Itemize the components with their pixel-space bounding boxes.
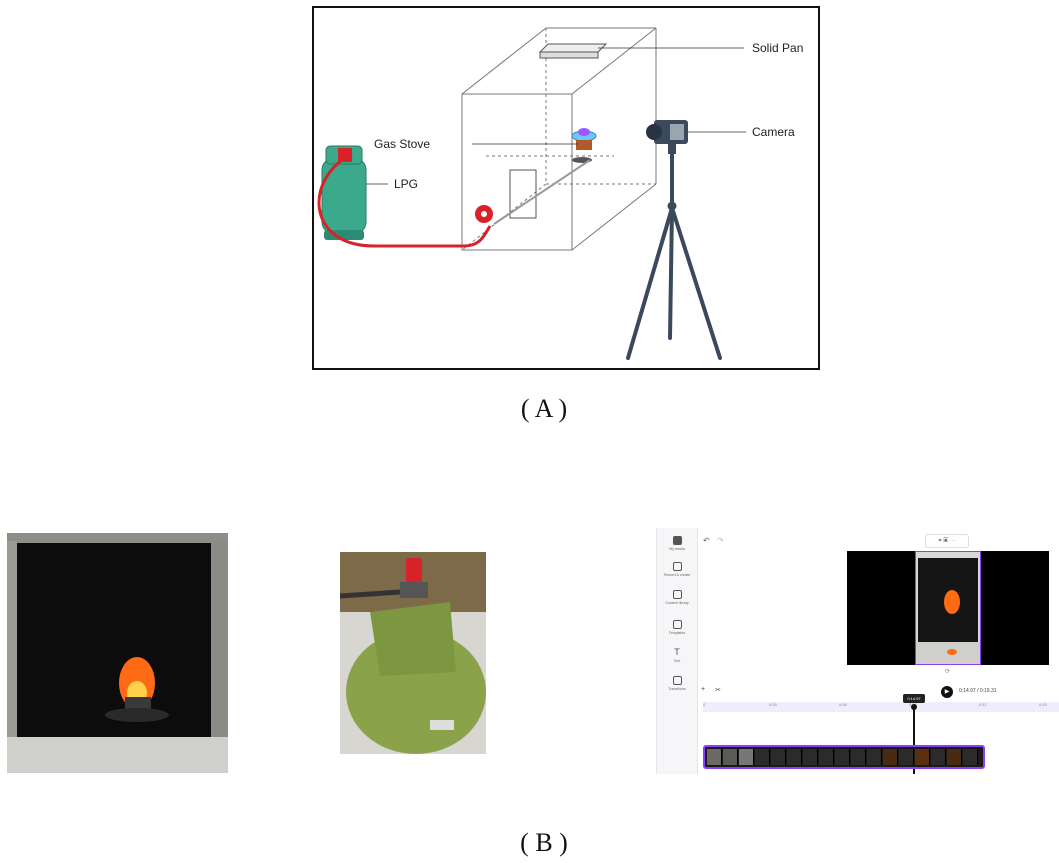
folder-icon <box>672 536 682 545</box>
sidebar-item-record[interactable]: Record & create <box>657 562 697 577</box>
enclosure-flame-image <box>7 533 228 773</box>
preview-toolbar[interactable]: ⌗ ▣ ⋯ <box>925 534 969 548</box>
preview-video-frame[interactable] <box>915 551 981 665</box>
playhead-time: 0:14.97 <box>903 694 925 703</box>
playhead-handle[interactable] <box>911 704 917 710</box>
preview-flame-image <box>916 558 980 664</box>
setup-illustration: Solid Pan Gas Stove Camera <box>317 27 803 360</box>
enclosure-photo <box>7 533 228 773</box>
timeline-ruler[interactable]: 0 0:03 0:06 0:09 0:12 0:15 <box>703 702 1059 712</box>
regulator-valve-icon <box>475 205 493 223</box>
sidebar-item-templates[interactable]: Templates <box>657 620 697 635</box>
text-icon: T <box>674 647 680 657</box>
gas-stove <box>493 128 597 225</box>
split-icon[interactable]: ✂ <box>715 687 721 694</box>
label-lpg: LPG <box>394 177 418 191</box>
redo-icon[interactable]: ↷ <box>717 536 724 545</box>
camera <box>646 120 688 154</box>
solid-pan <box>538 43 744 59</box>
sidebar-item-text[interactable]: T Text <box>673 647 681 664</box>
editor-sidebar: My media Record & create Content library… <box>657 528 698 774</box>
experimental-setup-diagram: Solid Pan Gas Stove Camera <box>312 6 820 370</box>
video-editor-screenshot: My media Record & create Content library… <box>656 528 1059 774</box>
caption-a: ( A ) <box>520 394 568 423</box>
video-clip-track[interactable] <box>703 745 985 769</box>
label-camera: Camera <box>752 125 795 139</box>
transitions-icon <box>672 676 682 685</box>
tripod <box>626 152 722 360</box>
label-gas-stove: Gas Stove <box>374 137 430 151</box>
undo-icon[interactable]: ↶ <box>703 536 710 545</box>
playhead-line <box>913 708 915 774</box>
library-icon <box>672 590 682 599</box>
gas-hose <box>317 152 492 248</box>
sidebar-item-content-library[interactable]: Content library <box>657 590 697 605</box>
lpg-cylinder-image <box>340 552 486 754</box>
sidebar-item-my-media[interactable]: My media <box>657 536 697 551</box>
label-solid-pan: Solid Pan <box>752 41 803 55</box>
play-button[interactable]: ▶ <box>941 686 953 698</box>
lpg-cylinder-photo <box>340 552 486 754</box>
rotate-handle-icon[interactable]: ⟳ <box>945 669 951 675</box>
camera-icon <box>672 562 682 571</box>
templates-icon <box>672 620 682 629</box>
add-icon[interactable]: + <box>701 686 706 693</box>
timecode: 0:14.97 / 0:19.31 <box>959 688 997 694</box>
caption-b: ( B ) <box>520 828 568 857</box>
lpg-tank <box>321 145 367 240</box>
sidebar-item-transitions[interactable]: Transitions <box>657 676 697 691</box>
